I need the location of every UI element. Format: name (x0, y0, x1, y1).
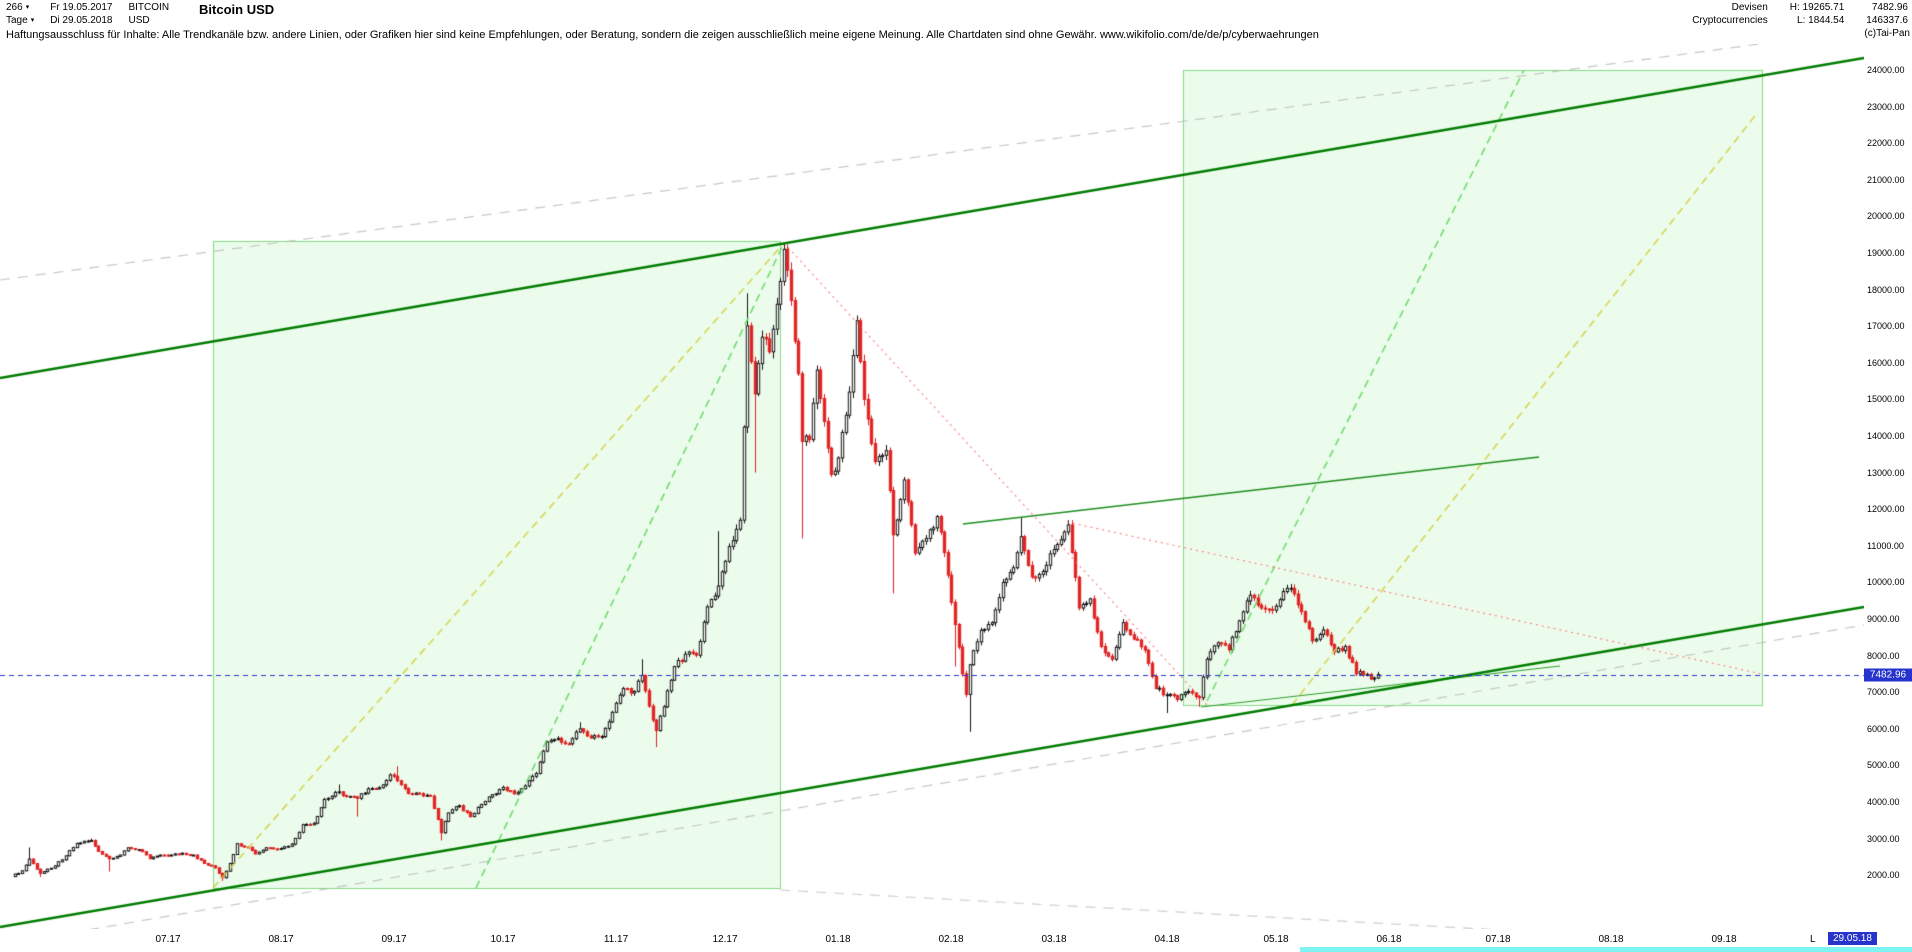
time-axis-label: 09.17 (381, 934, 407, 945)
candlestick-chart[interactable] (0, 44, 1864, 929)
period-low-label: L: 1844.54 (1797, 15, 1845, 26)
symbol-label: BITCOIN (128, 2, 170, 13)
price-axis-label: 14000.00 (1867, 431, 1905, 441)
time-axis-label: 08.18 (1598, 934, 1624, 945)
price-axis-label: 16000.00 (1867, 357, 1905, 368)
category-label-1: Devisen (1731, 2, 1768, 13)
period-count-dropdown[interactable]: 266 ▾ (6, 1, 34, 14)
chevron-down-icon: ▾ (25, 3, 30, 11)
category-label-2: Cryptocurrencies (1692, 15, 1768, 26)
disclaimer-row: Haftungsausschluss für Inhalte: Alle Tre… (0, 28, 1912, 44)
price-axis-label: 5000.00 (1867, 760, 1900, 771)
price-axis-label: 2000.00 (1867, 870, 1900, 881)
period-count-value: 266 (6, 2, 23, 13)
time-axis-label: 12.17 (712, 934, 738, 945)
price-axis-label: 8000.00 (1867, 650, 1900, 661)
timeframe-dropdown[interactable]: Tage ▾ (6, 14, 34, 27)
disclaimer-text: Haftungsausschluss für Inhalte: Alle Tre… (6, 29, 1319, 41)
price-axis-label: 3000.00 (1867, 833, 1900, 844)
price-axis-label: 20000.00 (1867, 211, 1905, 222)
chart-title: Bitcoin USD (199, 2, 275, 17)
price-axis-label: 24000.00 (1867, 65, 1905, 75)
time-axis-label: 01.18 (825, 934, 851, 945)
price-axis-label: 11000.00 (1867, 540, 1904, 551)
price-axis-label: 4000.00 (1867, 797, 1900, 807)
price-axis-label: 15000.00 (1867, 394, 1905, 405)
price-axis-label: 21000.00 (1867, 174, 1905, 185)
time-axis-label: 06.18 (1376, 934, 1402, 945)
price-axis-label: 23000.00 (1867, 101, 1905, 112)
secondary-value-label: 146337.6 (1866, 15, 1908, 26)
data-range-scrollbar[interactable] (1300, 947, 1912, 952)
time-axis-label: 07.17 (155, 934, 181, 945)
time-axis-label: 08.17 (268, 934, 294, 945)
time-axis-label: 10.17 (490, 934, 516, 945)
header-left: 266 ▾ Tage ▾ Fr 19.05.2017 Di 29.05.2018… (6, 1, 274, 27)
period-high-label: H: 19265.71 (1789, 2, 1845, 13)
last-date-badge: 29.05.18 (1828, 932, 1877, 945)
time-axis-label: 09.18 (1711, 934, 1737, 945)
header-right: Devisen Cryptocurrencies H: 19265.71 L: … (1692, 1, 1908, 27)
price-axis-label: 12000.00 (1867, 504, 1905, 515)
price-axis-label: 13000.00 (1867, 467, 1905, 478)
current-price-badge: 7482.96 (1864, 668, 1912, 682)
price-axis-label: 10000.00 (1867, 577, 1905, 588)
price-axis-label: 18000.00 (1867, 284, 1905, 295)
time-axis: L 29.05.18 07.17 08.17 09.17 10.17 11.17 12.1… (0, 929, 1912, 952)
chart-header: 266 ▾ Tage ▾ Fr 19.05.2017 Di 29.05.2018… (0, 0, 1912, 28)
price-axis: 24000.00 23000.00 22000.00 21000.00 20000.00… (1864, 44, 1912, 929)
last-marker-label: L (1810, 934, 1816, 945)
price-axis-label: 19000.00 (1867, 248, 1905, 258)
time-axis-label: 04.18 (1154, 934, 1180, 945)
last-price-label: 7482.96 (1871, 2, 1908, 13)
price-axis-label: 6000.00 (1867, 723, 1900, 734)
price-axis-label: 17000.00 (1867, 321, 1905, 332)
time-axis-label: 03.18 (1041, 934, 1067, 945)
time-axis-label: 07.18 (1485, 934, 1511, 945)
copyright-label: (c)Tai-Pan (1864, 28, 1910, 39)
time-axis-label: 02.18 (938, 934, 964, 945)
time-axis-label: 05.18 (1263, 934, 1289, 945)
price-axis-label: 9000.00 (1867, 614, 1900, 624)
currency-label: USD (128, 15, 150, 26)
timeframe-value: Tage (6, 15, 28, 26)
price-axis-label: 7000.00 (1867, 687, 1900, 698)
date-to-label: Di 29.05.2018 (50, 15, 113, 26)
chevron-down-icon: ▾ (30, 16, 35, 24)
date-from-label: Fr 19.05.2017 (50, 2, 113, 13)
price-axis-label: 22000.00 (1867, 138, 1905, 149)
time-axis-label: 11.17 (603, 934, 629, 945)
